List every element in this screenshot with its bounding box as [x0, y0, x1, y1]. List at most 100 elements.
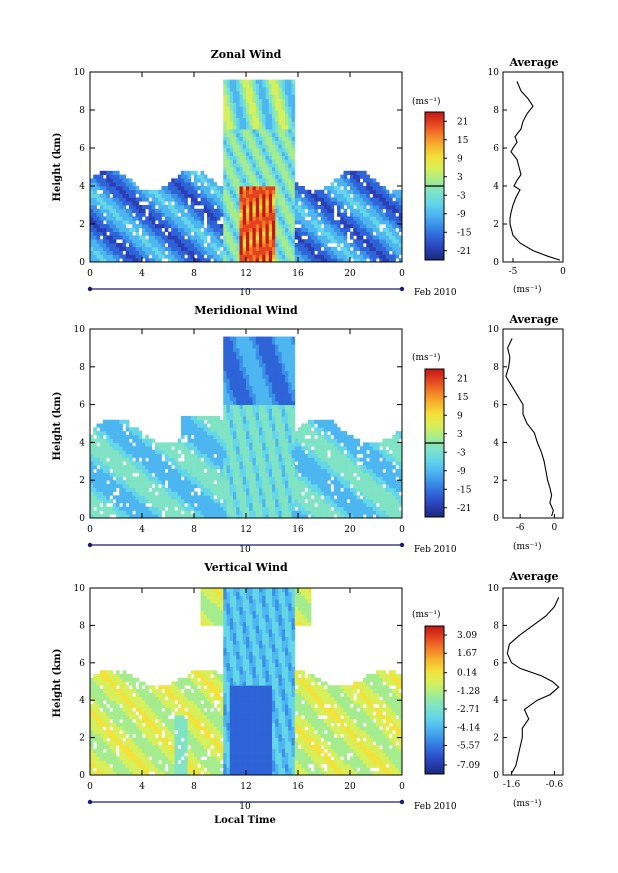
zonal-heatmap-cell — [242, 155, 247, 160]
zonal-heatmap-cell — [122, 201, 127, 206]
zonal-heatmap-cell — [242, 121, 247, 126]
zonal-heatmap-cell — [288, 193, 292, 198]
meridional-heatmap-cell — [298, 502, 302, 508]
zonal-heatmap-cell — [262, 91, 266, 96]
meridional-heatmap-cell — [132, 499, 136, 504]
zonal-heatmap-cell — [229, 87, 234, 92]
zonal-heatmap-cell — [314, 220, 318, 225]
meridional-heatmap-cell — [330, 480, 335, 485]
meridional-heatmap-cell — [216, 499, 221, 504]
zonal-heatmap-cell — [376, 216, 380, 221]
zonal-heatmap-cell — [363, 186, 367, 191]
meridional-heatmap-cell — [262, 487, 266, 492]
meridional-heatmap-cell — [275, 506, 279, 511]
zonal-heatmap-cell — [265, 197, 270, 202]
zonal-heatmap-cell — [288, 113, 292, 118]
meridional-heatmap-cell — [288, 483, 292, 489]
zonal-heatmap-cell — [278, 98, 283, 103]
zonal-heatmap-cell — [249, 235, 253, 240]
meridional-heatmap-cell — [317, 461, 322, 466]
meridional-heatmap-cell — [281, 381, 286, 387]
zonal-heatmap-cell — [242, 106, 247, 111]
meridional-heatmap-cell — [272, 457, 276, 462]
zonal-heatmap-cell — [337, 227, 341, 232]
meridional-heatmap-cell — [197, 423, 201, 428]
meridional-heatmap-cell — [278, 431, 283, 436]
zonal-heatmap-cell — [350, 212, 354, 217]
meridional-heatmap-cell — [210, 480, 214, 485]
zonal-heatmap-cell — [112, 186, 117, 191]
zonal-heatmap-cell — [291, 201, 296, 206]
meridional-heatmap-cell — [184, 423, 188, 428]
meridional-heatmap-cell — [203, 465, 208, 470]
zonal-heatmap-cell — [106, 197, 110, 202]
zonal-heatmap-cell — [190, 227, 195, 232]
meridional-heatmap-cell — [129, 465, 133, 470]
meridional-heatmap-cell — [281, 393, 286, 398]
zonal-heatmap-cell — [272, 170, 276, 175]
meridional-heatmap-cell — [223, 397, 227, 402]
zonal-heatmap-cell — [142, 189, 146, 194]
meridional-heatmap-cell — [272, 415, 276, 421]
zonal-heatmap-cell — [99, 216, 104, 221]
zonal-heatmap-cell — [119, 254, 123, 259]
meridional-heatmap-cell — [252, 393, 257, 398]
zonal-heatmap-cell — [356, 174, 361, 179]
meridional-heatmap-cell — [158, 468, 162, 474]
meridional-heatmap-cell — [116, 480, 120, 485]
meridional-heatmap-cell — [255, 374, 260, 379]
meridional-heatmap-cell — [320, 419, 325, 424]
meridional-heatmap-cell — [210, 465, 214, 470]
zonal-heatmap-cell — [142, 231, 146, 236]
zonal-heatmap-cell — [327, 189, 331, 194]
zonal-heatmap-cell — [366, 174, 370, 179]
meridional-heatmap-cell — [200, 491, 205, 496]
meridional-heatmap-cell — [268, 397, 273, 402]
meridional-heatmap-cell — [255, 366, 260, 371]
meridional-heatmap-cell — [223, 449, 227, 455]
zonal-heatmap-cell — [249, 205, 253, 210]
zonal-heatmap-cell — [223, 212, 227, 217]
zonal-heatmap-cell — [103, 216, 107, 221]
meridional-heatmap-cell — [226, 351, 231, 356]
meridional-heatmap-cell — [233, 374, 237, 379]
zonal-heatmap-cell — [213, 250, 218, 255]
meridional-heatmap-cell — [317, 457, 322, 462]
meridional-heatmap-cell — [285, 510, 289, 515]
meridional-heatmap-cell — [138, 449, 143, 455]
zonal-heatmap-cell — [161, 208, 166, 213]
meridional-heatmap-cell — [174, 502, 179, 508]
meridional-heatmap-cell — [330, 453, 335, 458]
zonal-heatmap-cell — [307, 224, 312, 229]
zonal-heatmap-cell — [187, 231, 192, 236]
zonal-heatmap-cell — [395, 208, 400, 213]
meridional-heatmap-cell — [161, 449, 166, 455]
meridional-heatmap-cell — [112, 449, 117, 455]
meridional-heatmap-cell — [200, 461, 205, 466]
meridional-heatmap-cell — [229, 412, 234, 417]
zonal-heatmap-cell — [233, 182, 237, 187]
zonal-heatmap-cell — [96, 197, 101, 202]
zonal-heatmap-cell — [395, 250, 400, 255]
zonal-heatmap-cell — [103, 231, 107, 236]
meridional-heatmap-cell — [301, 423, 305, 428]
zonal-heatmap-cell — [233, 189, 237, 194]
meridional-heatmap-cell — [181, 442, 185, 447]
zonal-heatmap-cell — [252, 129, 257, 134]
meridional-heatmap-cell — [291, 363, 296, 368]
zonal-heatmap-cell — [320, 212, 325, 217]
zonal-heatmap-cell — [229, 140, 234, 145]
zonal-heatmap-cell — [151, 201, 156, 206]
meridional-heatmap-cell — [207, 510, 211, 515]
meridional-heatmap-cell — [242, 476, 247, 481]
zonal-heatmap-cell — [103, 208, 107, 213]
zonal-heatmap-cell — [233, 94, 237, 99]
meridional-heatmap-cell — [93, 453, 97, 458]
zonal-heatmap-cell — [129, 178, 133, 183]
zonal-heatmap-cell — [382, 243, 387, 248]
zonal-heatmap-cell — [112, 212, 117, 217]
meridional-heatmap-cell — [320, 468, 325, 474]
meridional-heatmap-cell — [119, 434, 123, 440]
meridional-heatmap-cell — [288, 366, 292, 371]
meridional-heatmap-cell — [337, 465, 341, 470]
